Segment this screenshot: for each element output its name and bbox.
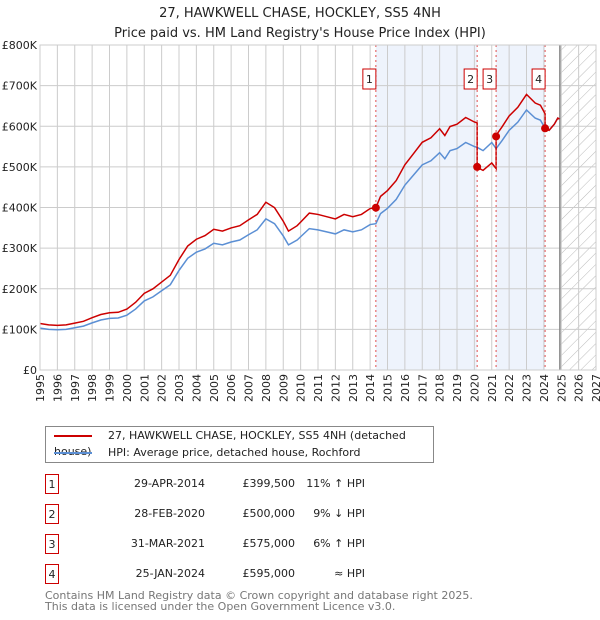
x-tick-label: 2012	[329, 374, 342, 402]
y-tick-label: £0	[23, 364, 37, 377]
y-tick-label: £100K	[2, 323, 38, 336]
x-tick-label: 2019	[451, 374, 464, 402]
sale-number: 4	[45, 564, 59, 584]
x-tick-label: 2000	[121, 374, 134, 402]
legend: 27, HAWKWELL CHASE, HOCKLEY, SS5 4NH (de…	[45, 426, 434, 463]
x-tick-label: 2018	[434, 374, 447, 402]
sale-label-box	[531, 68, 546, 90]
x-tick-label: 2011	[312, 374, 325, 402]
sale-number: 2	[45, 504, 59, 524]
x-tick-label: 2027	[590, 374, 600, 402]
chart-title: 27, HAWKWELL CHASE, HOCKLEY, SS5 4NH Pric…	[0, 4, 600, 44]
sale-label: 3	[486, 73, 493, 86]
x-tick-label: 2005	[208, 374, 221, 402]
legend-swatch-red	[54, 435, 92, 437]
sale-date: 29-APR-2014	[133, 477, 205, 490]
x-tick-label: 2006	[225, 374, 238, 402]
x-tick-label: 2003	[173, 374, 186, 402]
plot-area: £0 £100K £200K £300K £400K £500K £600K £700K £80…	[2, 39, 600, 402]
plot-border	[39, 44, 597, 371]
y-tick-label: £800K	[2, 39, 38, 52]
x-tick-label: 2026	[573, 374, 586, 402]
x-tick-label: 2002	[156, 374, 169, 402]
title-line: 27, HAWKWELL CHASE, HOCKLEY, SS5 4NH	[159, 6, 441, 21]
legend-item-property: 27, HAWKWELL CHASE, HOCKLEY, SS5 4NH (de…	[54, 428, 433, 458]
x-tick-label: 1996	[51, 374, 64, 402]
x-tick-label: 2001	[138, 374, 151, 402]
x-tick-label: 2021	[486, 374, 499, 402]
x-tick-label: 2016	[399, 374, 412, 402]
y-tick-label: £600K	[2, 120, 38, 133]
x-tick-label: 1998	[86, 374, 99, 402]
x-tick-label: 2007	[243, 374, 256, 402]
sale-price: £399,500	[242, 477, 296, 490]
sale-marker	[492, 132, 501, 141]
sale-hpi: 6% ↑ HPI	[313, 537, 365, 550]
x-tick-label: 1997	[69, 374, 82, 402]
sale-label: 4	[535, 73, 542, 86]
legend-item-hpi: HPI: Average price, detached house, Roch…	[54, 445, 360, 461]
x-tick-label: 2014	[364, 374, 377, 402]
x-tick-label: 2009	[277, 374, 290, 402]
x-tick-label: 2008	[260, 374, 273, 402]
y-tick-label: £300K	[2, 242, 38, 255]
sale-date: 25-JAN-2024	[135, 567, 205, 580]
sale-price: £500,000	[242, 507, 296, 520]
x-tick-label: 2004	[190, 374, 203, 402]
x-tick-label: 2010	[295, 374, 308, 402]
sale-hpi: 9% ↓ HPI	[313, 507, 365, 520]
x-tick-label: 2025	[555, 374, 568, 402]
y-tick-label: £400K	[2, 202, 38, 215]
sale-label: 1	[366, 73, 373, 86]
footer-line: This data is licensed under the Open Gov…	[45, 600, 396, 613]
hpi-line	[39, 108, 560, 331]
y-tick-label: £200K	[2, 283, 38, 296]
legend-label: HPI: Average price, detached house, Roch…	[108, 446, 361, 459]
property-line	[39, 93, 560, 327]
sale-marker	[371, 203, 380, 212]
x-tick-label: 2015	[382, 374, 395, 402]
legend-label: 27, HAWKWELL CHASE, HOCKLEY, SS5 4NH (de…	[54, 429, 406, 458]
sale-hpi: ≈ HPI	[334, 567, 365, 580]
footer: Contains HM Land Registry data © Crown c…	[45, 590, 473, 612]
legend-swatch-blue	[54, 452, 92, 454]
x-tick-label: 2013	[347, 374, 360, 402]
x-tick-label: 2022	[503, 374, 516, 402]
sale-marker	[473, 162, 482, 171]
sale-hpi: 11% ↑ HPI	[306, 477, 365, 490]
sale-number: 1	[45, 474, 59, 494]
sale-label-box	[482, 68, 497, 90]
x-tick-label: 2020	[468, 374, 481, 402]
sale-label-box	[362, 68, 377, 90]
x-tick-label: 2017	[416, 374, 429, 402]
footer-line: Contains HM Land Registry data © Crown c…	[45, 589, 473, 602]
subtitle-line: Price paid vs. HM Land Registry's House …	[114, 26, 486, 41]
sale-price: £595,000	[242, 567, 296, 580]
sale-date: 28-FEB-2020	[134, 507, 205, 520]
sale-number: 3	[45, 534, 59, 554]
sale-label-box	[463, 68, 478, 90]
x-tick-label: 1995	[34, 374, 47, 402]
x-tick-label: 2024	[538, 374, 551, 402]
x-tick-label: 2023	[521, 374, 534, 402]
sale-date: 31-MAR-2021	[130, 537, 205, 550]
sale-price: £575,000	[242, 537, 296, 550]
sale-label: 2	[467, 73, 474, 86]
y-tick-label: £500K	[2, 161, 38, 174]
y-tick-label: £700K	[2, 80, 38, 93]
x-tick-label: 1999	[104, 374, 117, 402]
sale-marker	[541, 124, 550, 133]
